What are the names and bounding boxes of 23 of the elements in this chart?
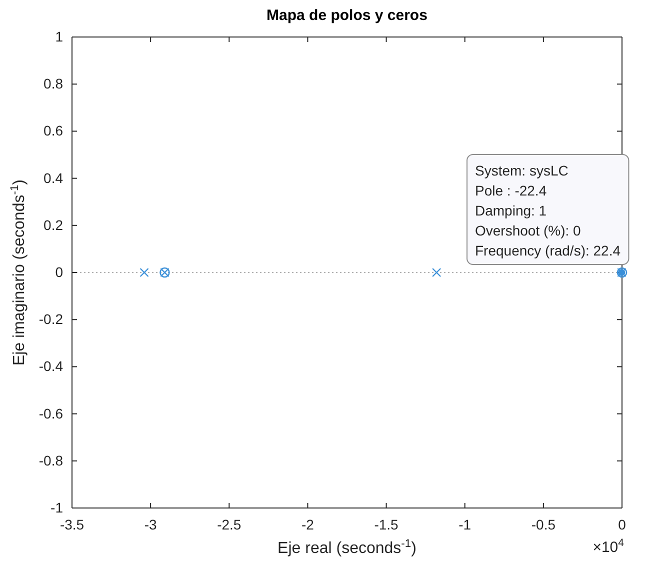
y-tick-label: -0.2 bbox=[38, 311, 64, 328]
y-tick-label: 0.2 bbox=[44, 216, 64, 233]
y-tick-label: 0.6 bbox=[44, 122, 64, 139]
x-tick-label: 0 bbox=[618, 516, 626, 533]
y-tick-label: 1 bbox=[55, 28, 64, 44]
y-tick-label: -0.6 bbox=[38, 405, 64, 422]
text: ×10$^{4}$ bbox=[592, 537, 624, 556]
x-tick-label: -1.5 bbox=[374, 516, 399, 533]
x-tick-label: -2.5 bbox=[217, 516, 242, 533]
y-tick-label: -0.4 bbox=[38, 358, 64, 374]
x-tick-label: -0.5 bbox=[531, 516, 556, 533]
y-tick-label: -1 bbox=[50, 499, 64, 516]
y-tick-label: -0.8 bbox=[38, 452, 64, 468]
annotation: System: sysLC Pole : -22.4 Damping: 1 Overshoot (%): 0 Frequency (rad/s): 22.4 bbox=[475, 162, 621, 258]
x-tick-label: -1 bbox=[458, 516, 472, 533]
y-tick-label: 0 bbox=[55, 264, 64, 280]
x-tick-label: -3 bbox=[144, 516, 158, 533]
x-tick-label: -2 bbox=[301, 516, 314, 533]
chart-title: Mapa de polos y ceros bbox=[266, 7, 428, 24]
x-axis-title: Eje real (seconds$^{-1}$) bbox=[278, 538, 416, 557]
y-tick-label: 0.4 bbox=[44, 170, 64, 186]
x-tick-label: -3.5 bbox=[60, 516, 84, 533]
y-tick-label: 0.8 bbox=[44, 76, 64, 92]
